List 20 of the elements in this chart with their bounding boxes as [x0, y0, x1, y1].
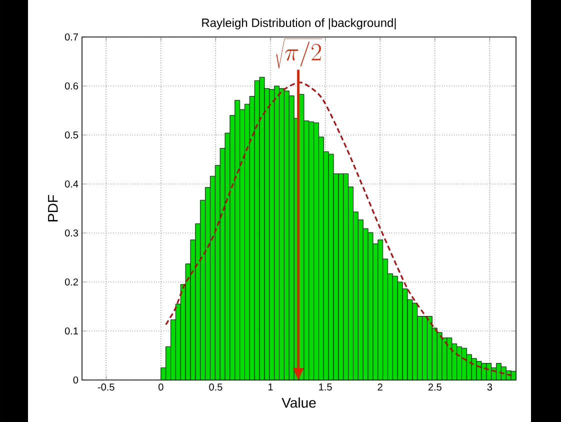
y-tick-label: 0 [73, 376, 78, 384]
x-axis-title: Value [282, 397, 316, 408]
y-tick-label: 0.1 [64, 327, 78, 335]
chart-title: Rayleigh Distribution of |background| [202, 18, 396, 30]
y-tick-label: 0.2 [64, 278, 78, 286]
y-axis-title: PDF [48, 195, 58, 222]
x-tick-label: 1.5 [319, 384, 332, 390]
x-tick-label: 0 [158, 384, 164, 391]
ref-line-label: $\sqrt{\pi/2}$ [276, 38, 322, 69]
y-tick-label: 0.3 [64, 229, 78, 237]
y-tick-label: 0.6 [64, 82, 78, 90]
x-tick-label: 0.5 [209, 384, 222, 391]
x-tick-label: 1 [268, 384, 273, 390]
x-tick-label: 2 [378, 384, 382, 390]
y-tick-label: 0.5 [64, 131, 78, 139]
y-tick-label: 0.7 [64, 33, 78, 41]
x-tick-label: -0.5 [98, 384, 114, 391]
y-tick-label: 0.4 [64, 180, 78, 188]
x-tick-label: 2.5 [428, 384, 442, 391]
x-tick-label: 3 [487, 384, 492, 391]
